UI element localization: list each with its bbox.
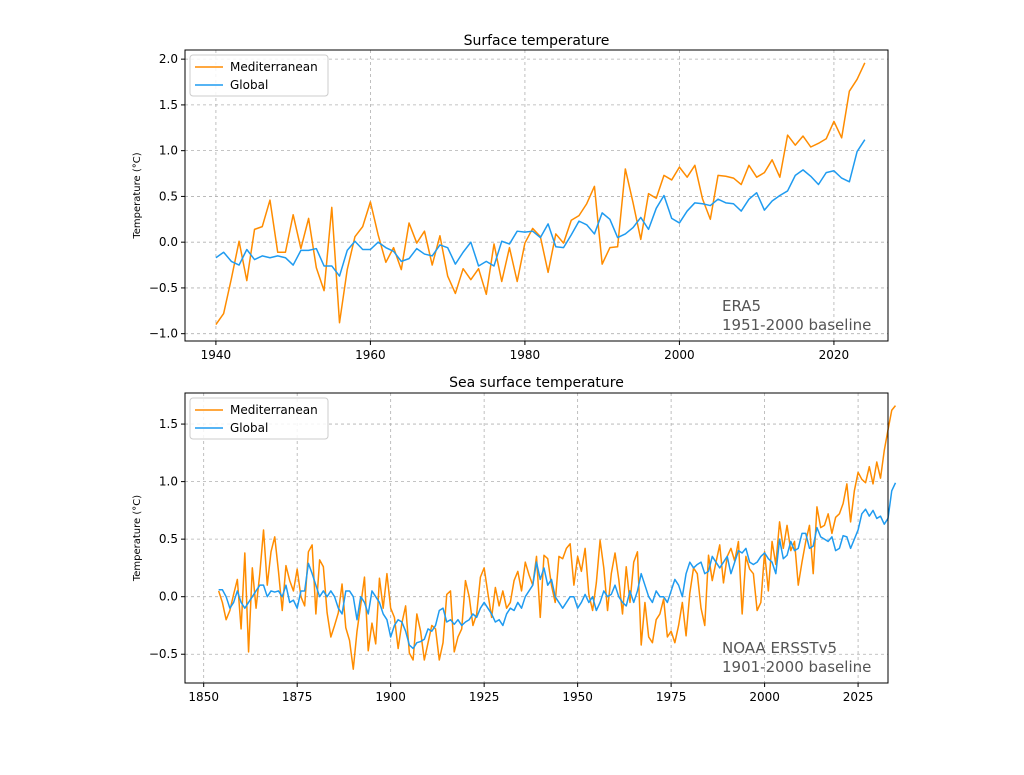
surface-temperature-panel: 1940 1960 1980 2000 2020 −1.0 −0.5 0.0 0.5 1.0 1.5…: [132, 33, 889, 362]
y-tick-label: 1.5: [159, 98, 178, 112]
x-tick-label: 1950: [562, 690, 593, 704]
y-tick-label: 1.0: [159, 144, 178, 158]
x-tick-label: 1925: [469, 690, 500, 704]
x-tick-label: 1900: [375, 690, 406, 704]
y-axis-label: Temperature (°C): [132, 152, 143, 239]
x-tick-label: 2020: [819, 348, 850, 362]
x-tick-label: 1875: [282, 690, 313, 704]
y-tick-label: −0.5: [149, 647, 178, 661]
x-tick-label: 2025: [843, 690, 874, 704]
legend-label: Global: [230, 78, 268, 92]
chart-title: Surface temperature: [464, 33, 610, 49]
series-line-global: [218, 482, 897, 650]
x-tick-label: 1850: [188, 690, 219, 704]
x-tick-label: 1980: [510, 348, 541, 362]
baseline-annotation: 1951-2000 baseline: [722, 316, 871, 334]
legend: Mediterranean Global: [189, 54, 329, 97]
series-line-global: [215, 139, 866, 277]
x-tick-label: 1960: [355, 348, 386, 362]
dataset-annotation: NOAA ERSSTv5: [722, 639, 837, 657]
series-line-mediterranean: [215, 62, 866, 325]
legend-box: [189, 397, 329, 440]
y-tick-label: 1.5: [159, 417, 178, 431]
y-tick-label: 0.5: [159, 532, 178, 546]
baseline-annotation: 1901-2000 baseline: [722, 658, 871, 676]
legend-label: Mediterranean: [230, 403, 318, 417]
x-tick-label: 1940: [201, 348, 232, 362]
y-tick-label: −0.5: [149, 281, 178, 295]
sea-surface-temperature-panel: 1850 1875 1900 1925 1950 1975 2000 2025 −0.5 0.0 0…: [132, 375, 897, 704]
chart-title: Sea surface temperature: [449, 375, 624, 391]
y-tick-label: −1.0: [149, 327, 178, 341]
legend-label: Mediterranean: [230, 60, 318, 74]
x-tick-label: 2000: [664, 348, 695, 362]
plot-frame: [184, 49, 889, 342]
y-tick-label: 1.0: [159, 475, 178, 489]
y-axis-label: Temperature (°C): [132, 495, 143, 582]
y-tick-label: 0.0: [159, 590, 178, 604]
y-tick-label: 2.0: [159, 52, 178, 66]
legend: Mediterranean Global: [189, 397, 329, 440]
y-tick-label: 0.5: [159, 189, 178, 203]
legend-label: Global: [230, 421, 268, 435]
legend-box: [189, 54, 329, 97]
y-tick-label: 0.0: [159, 235, 178, 249]
x-tick-label: 1975: [656, 690, 687, 704]
plot-frame: [184, 392, 889, 684]
x-tick-label: 2000: [749, 690, 780, 704]
series-line-mediterranean: [217, 405, 897, 670]
dataset-annotation: ERA5: [722, 297, 761, 315]
